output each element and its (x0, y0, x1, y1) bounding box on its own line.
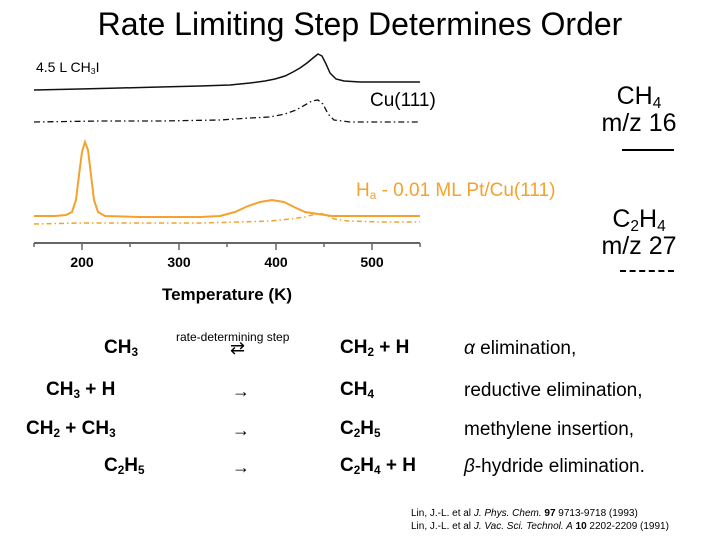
row3-lhs-sub1: 2 (117, 463, 125, 477)
ch4-formula-text: CH (616, 82, 653, 110)
row2-mech-text: methylene insertion, (464, 419, 635, 440)
ref1-volume: 97 (541, 508, 556, 519)
reference-2: Lin, J.-L. et al J. Vac. Sci. Technol. A… (411, 521, 669, 532)
row3-lhs: C2H5 (104, 455, 145, 477)
row0-rhs-a: CH (340, 337, 368, 358)
row2-rhs-sub2: 5 (374, 426, 381, 440)
row1-lhs: CH3 + H (46, 379, 115, 401)
row1-rhs-sub1: 4 (367, 387, 374, 401)
row1-lhs-b: + H (80, 379, 116, 400)
row2-rhs-a: C (340, 418, 354, 439)
row0-lhs-sub1: 3 (131, 345, 138, 359)
ref1-pages: 9713-9718 (1993) (555, 508, 638, 519)
pt-ch4-trace (34, 138, 420, 218)
row1-arrow: → (232, 381, 250, 401)
row1-rhs-a: CH (340, 379, 368, 400)
ch4-formula-sub: 4 (652, 94, 662, 112)
row1-rhs: CH4 (340, 379, 374, 401)
row2-arrow: → (232, 420, 250, 440)
slide-title: Rate Limiting Step Determines Order (97, 6, 623, 42)
reference-1: Lin, J.-L. et al J. Phys. Chem. 97 9713-… (411, 508, 638, 519)
x-axis-title: Temperature (K) (162, 285, 292, 304)
tick-label-200: 200 (70, 254, 94, 270)
c2h4-mz: m/z 27 (601, 232, 677, 260)
row2-rhs: C2H5 (340, 418, 381, 440)
row0-rhs-sub1: 2 (367, 345, 374, 359)
row0-rhs: CH2 + H (340, 337, 409, 359)
row0-rhs-b: + H (374, 337, 410, 358)
c2h4-line-swatch (620, 270, 674, 272)
row3-rhs-b: H (360, 455, 375, 476)
dose-sub: 3 (90, 66, 96, 77)
cu-c2h4-trace (33, 99, 420, 123)
row3-arrow: → (232, 457, 250, 477)
row0-greek: α (464, 338, 475, 359)
rate-determining-label: rate-determining step (176, 330, 290, 344)
c2h4-formula: C2H4 (596, 205, 682, 235)
row2-lhs-sub2: 3 (109, 426, 116, 440)
x-axis-ticks (33, 243, 421, 250)
row0-lhs: CH3 (104, 337, 138, 359)
legend-c2h4: C2H4 m/z 27 (596, 206, 682, 260)
pt-label: Ha - 0.01 ML Pt/Cu(111) (356, 180, 555, 202)
row2-lhs-a: CH (26, 418, 54, 439)
ch4-formula: CH4 (596, 82, 682, 112)
row3-mechanism: β-hydride elimination. (464, 456, 645, 478)
pt-suffix: - 0.01 ML Pt/Cu(111) (376, 180, 556, 201)
row0-arrow: ⇄ (230, 338, 246, 358)
row1-mech-text: reductive elimination, (464, 380, 643, 401)
row3-lhs-b: H (124, 455, 139, 476)
row1-lhs-a: CH (46, 379, 74, 400)
row3-lhs-a: C (104, 455, 118, 476)
row0-mechanism: α elimination, (464, 338, 576, 360)
c2h4-formula-a: C (612, 205, 631, 233)
ref2-authors: Lin, J.-L. et al (411, 521, 474, 532)
row2-lhs: CH2 + CH3 (26, 418, 116, 440)
ch4-line-swatch (622, 149, 674, 151)
tick-label-500: 500 (360, 254, 384, 270)
cu-ch4-trace (33, 53, 420, 91)
row3-rhs-tail: + H (380, 455, 416, 476)
pt-prefix: H (356, 180, 370, 201)
ch4-mz: m/z 16 (601, 109, 677, 137)
ref2-pages: 2202-2209 (1991) (586, 521, 669, 532)
row3-mech-text: -hydride elimination. (474, 456, 645, 477)
row2-lhs-b: + CH (60, 418, 110, 439)
row3-rhs-sub1: 2 (353, 463, 361, 477)
tpd-spectra-plot: 200 300 400 500 Temperature (K) (33, 53, 421, 304)
row0-lhs-a: CH (104, 337, 132, 358)
row2-rhs-sub1: 2 (353, 426, 361, 440)
row3-rhs-sub2: 4 (374, 463, 381, 477)
row0-mech-text: elimination, (474, 338, 577, 359)
row3-lhs-sub2: 5 (138, 463, 145, 477)
pt-sub: a (369, 188, 377, 202)
row3-rhs-a: C (340, 455, 354, 476)
legend-ch4: CH4 m/z 16 (596, 83, 682, 137)
c2h4-sub-b: 4 (657, 217, 666, 235)
ref1-journal: J. Phys. Chem. (473, 508, 542, 519)
c2h4-formula-b: H (639, 205, 658, 233)
tick-label-400: 400 (264, 254, 288, 270)
dose-suffix: I (95, 59, 100, 75)
row3-rhs: C2H4 + H (340, 455, 416, 477)
pt-c2h4-trace (33, 212, 420, 225)
row1-mechanism: reductive elimination, (464, 380, 642, 402)
ref1-authors: Lin, J.-L. et al (411, 508, 474, 519)
row2-lhs-sub1: 2 (53, 426, 60, 440)
dose-prefix: 4.5 L CH (36, 59, 91, 75)
row2-mechanism: methylene insertion, (464, 419, 634, 441)
ref2-journal: J. Vac. Sci. Technol. A (473, 521, 573, 532)
c2h4-sub-a: 2 (630, 217, 639, 235)
row1-lhs-sub1: 3 (73, 387, 80, 401)
cu-label: Cu(111) (370, 90, 436, 111)
ref2-volume: 10 (572, 521, 587, 532)
row2-rhs-b: H (360, 418, 375, 439)
dose-label: 4.5 L CH3I (36, 59, 99, 75)
tick-label-300: 300 (167, 254, 191, 270)
row3-greek: β (464, 456, 475, 477)
